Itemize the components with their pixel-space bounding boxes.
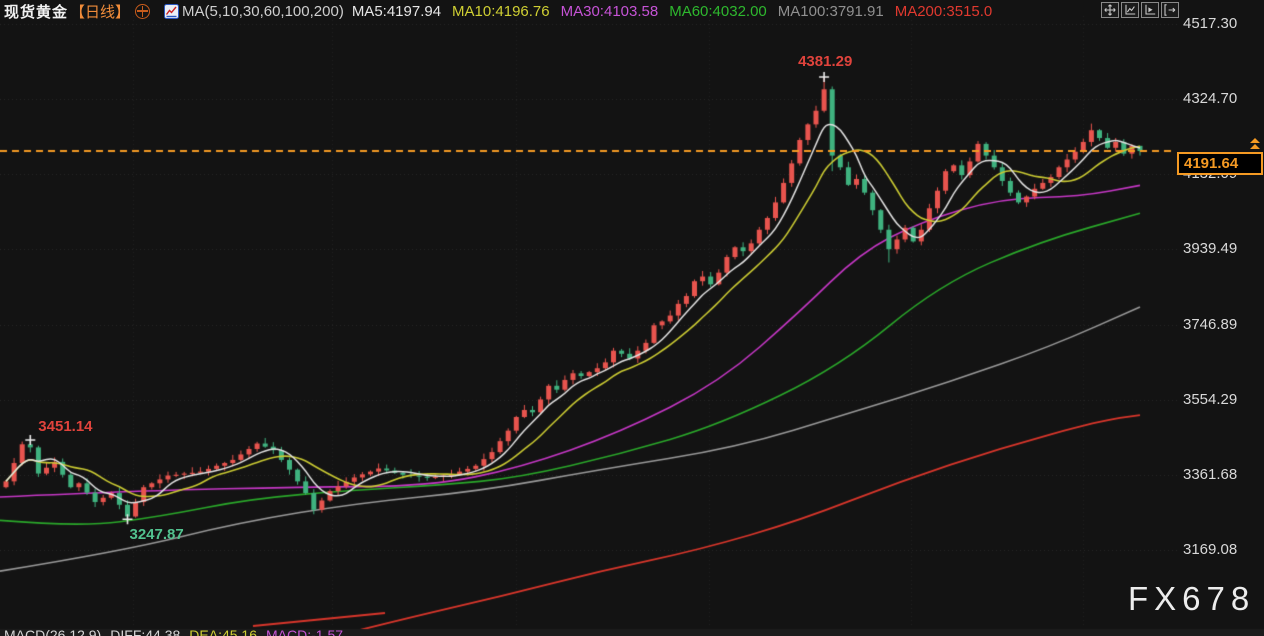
axis-scale-button[interactable] bbox=[1121, 2, 1139, 18]
price-alert-arrows-icon bbox=[1250, 138, 1260, 150]
period-label[interactable]: 【日线】 bbox=[70, 3, 131, 21]
macd-legend: MACD(26,12,9) DIFF:44.38 DEA:45.16 MACD:-1.… bbox=[4, 627, 352, 636]
macd-legend-item-0: MACD(26,12,9) bbox=[4, 627, 102, 636]
move-tool-button[interactable] bbox=[1101, 2, 1119, 18]
ma-settings-label: MA(5,10,30,60,100,200) bbox=[182, 2, 344, 20]
price-axis-label-7: 3169.08 bbox=[1183, 541, 1238, 558]
price-annotation-2: 4381.29 bbox=[798, 53, 853, 71]
chart-toolbar bbox=[1101, 2, 1179, 18]
current-price-badge: 4191.64 bbox=[1177, 152, 1263, 176]
chart-style-icon[interactable] bbox=[164, 3, 180, 19]
plus-circle-icon[interactable] bbox=[135, 3, 151, 19]
macd-legend-item-1: DIFF:44.38 bbox=[110, 627, 181, 636]
watermark: FX678 bbox=[1128, 580, 1256, 617]
price-axis-label-0: 4517.30 bbox=[1183, 15, 1238, 32]
price-annotation-1: 3247.87 bbox=[129, 526, 184, 544]
axis-play-button[interactable] bbox=[1141, 2, 1159, 18]
symbol-name: 现货黄金 bbox=[4, 3, 69, 21]
ma-legend-item-1: MA10:4196.76 bbox=[452, 2, 550, 20]
price-annotation-0: 3451.14 bbox=[38, 417, 93, 435]
price-axis-label-5: 3554.29 bbox=[1183, 390, 1238, 408]
ma-legend-item-2: MA30:4103.58 bbox=[560, 2, 659, 20]
price-axis-label-1: 4324.70 bbox=[1183, 90, 1238, 108]
price-axis-label-3: 3939.49 bbox=[1183, 240, 1238, 258]
macd-legend-item-2: DEA:45.16 bbox=[189, 627, 258, 636]
chart-header: 现货黄金 【日线】 MA(5,10,30,60,100,200) MA5:419… bbox=[4, 2, 1003, 21]
ma-legend-item-4: MA100:3791.91 bbox=[777, 2, 884, 20]
exit-chart-button[interactable] bbox=[1161, 2, 1179, 18]
ma-legend-item-0: MA5:4197.94 bbox=[351, 2, 442, 20]
macd-legend-item-3: MACD:-1.57 bbox=[266, 627, 344, 636]
ma-legend-item-5: MA200:3515.0 bbox=[894, 2, 993, 20]
price-axis-label-6: 3361.68 bbox=[1183, 465, 1238, 483]
ma-legend-item-3: MA60:4032.00 bbox=[669, 2, 767, 20]
price-axis-label-4: 3746.89 bbox=[1183, 315, 1238, 333]
ma-legend-values: MA5:4197.94 MA10:4196.76 MA30:4103.58 MA60:… bbox=[352, 3, 1003, 20]
